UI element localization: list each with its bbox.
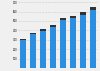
- Bar: [30, 33, 36, 34]
- Bar: [50, 25, 56, 27]
- Bar: [40, 29, 46, 31]
- Bar: [20, 39, 26, 40]
- Bar: [50, 27, 56, 68]
- Bar: [90, 7, 96, 10]
- Bar: [40, 31, 46, 68]
- Bar: [60, 20, 66, 68]
- Bar: [70, 18, 76, 68]
- Bar: [80, 12, 86, 15]
- Bar: [80, 15, 86, 68]
- Bar: [70, 16, 76, 18]
- Bar: [90, 10, 96, 68]
- Bar: [30, 34, 36, 68]
- Bar: [20, 40, 26, 68]
- Bar: [60, 18, 66, 20]
